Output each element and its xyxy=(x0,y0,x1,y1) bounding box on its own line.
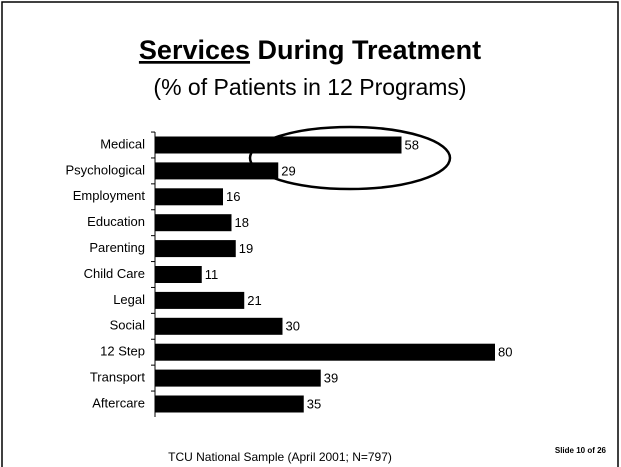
value-label: 35 xyxy=(307,396,321,411)
footer: TCU National Sample (April 2001; N=797) xyxy=(168,450,392,464)
bar xyxy=(155,136,402,154)
value-label: 30 xyxy=(286,319,300,334)
category-label: 12 Step xyxy=(100,344,145,359)
value-label: 29 xyxy=(281,163,295,178)
value-label: 58 xyxy=(405,137,419,152)
highlight-ellipse xyxy=(248,125,452,191)
value-label: 80 xyxy=(498,345,512,360)
slide-number: Slide 10 of 26 xyxy=(555,446,607,455)
category-label: Parenting xyxy=(89,240,145,255)
bar xyxy=(155,188,223,206)
bar xyxy=(155,395,304,413)
chart-title: Services During Treatment xyxy=(139,35,481,65)
bar xyxy=(155,266,202,283)
category-label: Legal xyxy=(113,292,145,307)
bar xyxy=(155,317,283,335)
bar xyxy=(155,162,279,180)
value-label: 16 xyxy=(226,189,240,204)
category-label: Psychological xyxy=(66,162,146,177)
bar xyxy=(155,291,245,309)
category-label: Child Care xyxy=(84,266,145,281)
value-label: 18 xyxy=(235,215,249,230)
value-label: 11 xyxy=(205,267,219,282)
category-label: Education xyxy=(87,214,145,229)
bar xyxy=(155,214,232,232)
bar xyxy=(155,369,321,387)
category-label: Social xyxy=(110,318,146,333)
bar xyxy=(155,240,236,258)
value-label: 19 xyxy=(239,241,253,256)
value-label: 39 xyxy=(324,371,338,386)
category-label: Medical xyxy=(100,136,145,151)
chart-subtitle: (% of Patients in 12 Programs) xyxy=(153,74,466,100)
bar xyxy=(155,343,495,361)
category-label: Employment xyxy=(73,188,146,203)
category-label: Aftercare xyxy=(92,395,145,410)
value-label: 21 xyxy=(247,293,261,308)
category-label: Transport xyxy=(90,370,146,385)
